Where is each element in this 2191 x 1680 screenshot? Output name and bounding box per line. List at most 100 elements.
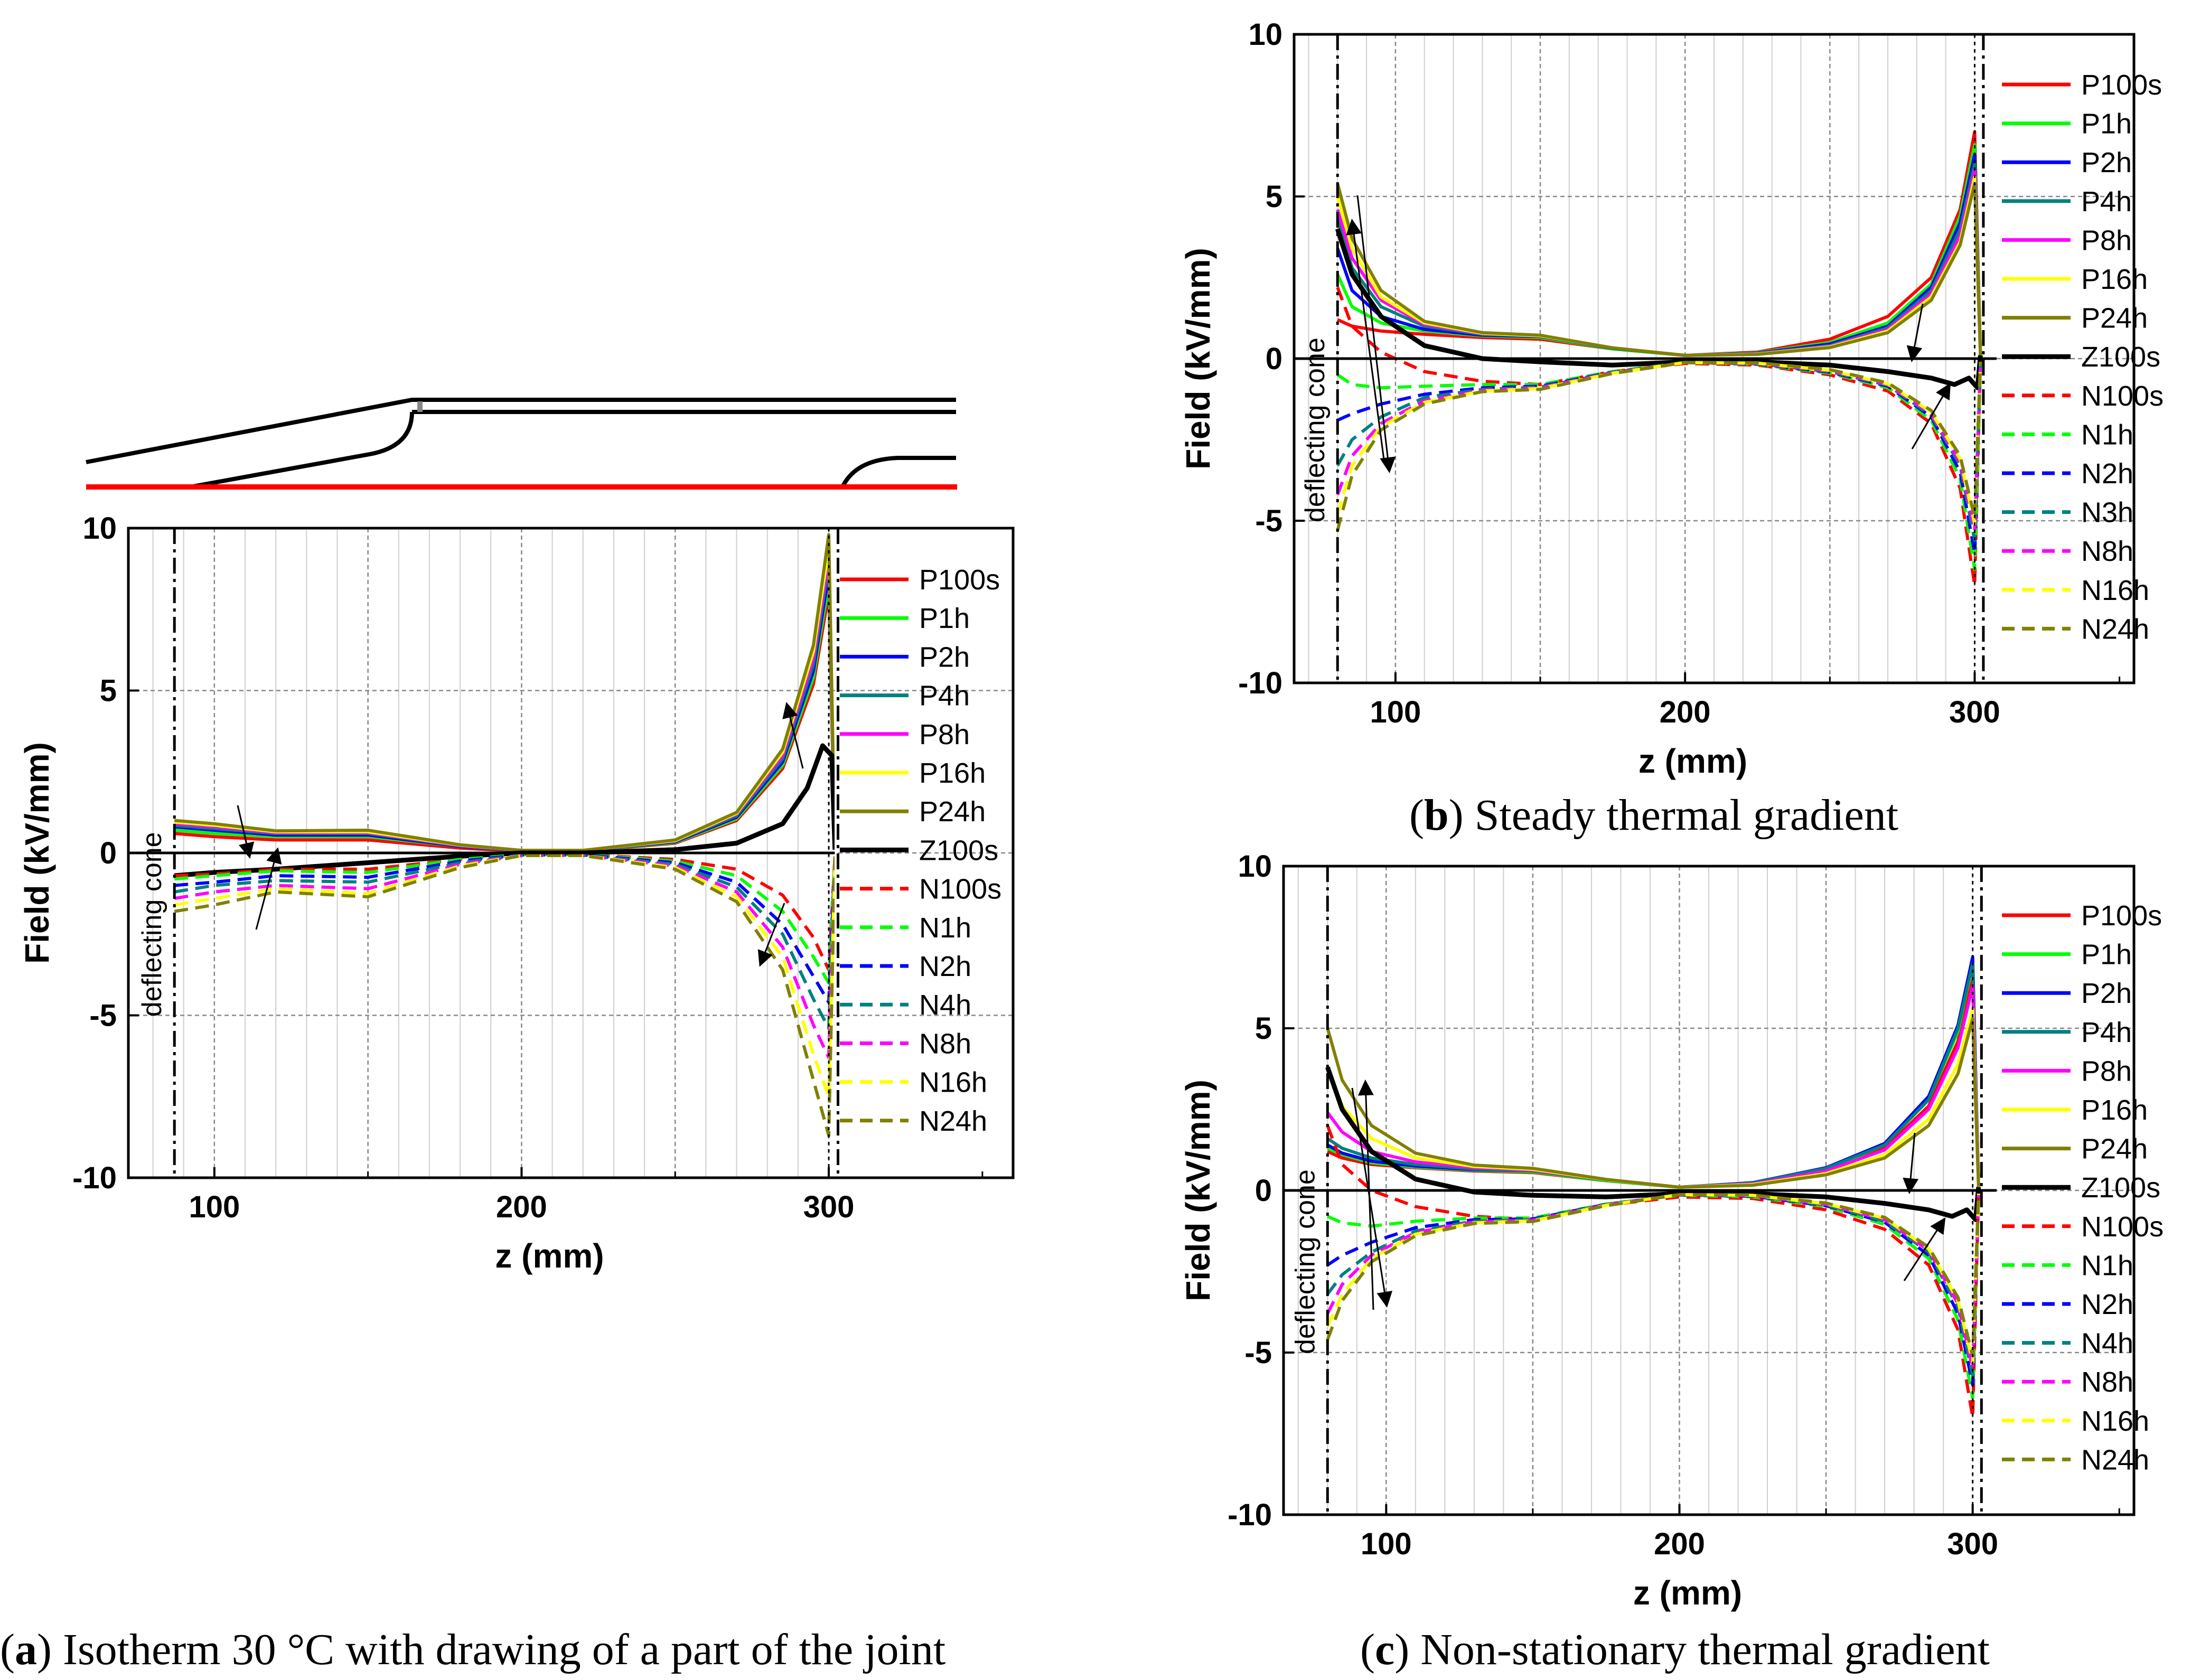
caption-c-letter: c — [1374, 1625, 1395, 1674]
legend-label-p100s: P100s — [919, 564, 1000, 596]
y-tick-label: -10 — [1238, 666, 1282, 700]
chart-panel-c: 100 200 300 -10 -5 0 5 10 z (mm) Field (kV/mm) def… — [1179, 849, 2164, 1612]
x-tick-label: 200 — [1660, 695, 1711, 729]
deflector-profile — [190, 411, 414, 489]
series-line-n2h — [174, 853, 835, 1004]
x-tick-label: 200 — [496, 1190, 547, 1224]
x-tick-label: 300 — [803, 1190, 855, 1224]
legend-label-n2h: N2h — [2081, 458, 2133, 490]
y-tick-label: -10 — [1228, 1498, 1272, 1532]
legend-label-n3h: N3h — [2081, 497, 2133, 529]
caption-a-text: Isotherm 30 °C with drawing of a part of… — [51, 1625, 946, 1674]
series-line-z100s — [1335, 228, 1983, 390]
legend-label-z100s: Z100s — [919, 834, 998, 866]
caption-c: (c) Non-stationary thermal gradient — [1360, 1625, 1990, 1674]
trend-arrow — [782, 702, 804, 769]
series-line-n1h — [174, 853, 835, 984]
y-tick-label: 10 — [1248, 17, 1282, 52]
legend-label-n1h: N1h — [2081, 419, 2133, 450]
y-tick-label: -5 — [1244, 1336, 1272, 1370]
y-axis-label: Field (kV/mm) — [1179, 248, 1217, 470]
series-line-n16h — [1326, 1193, 1980, 1364]
y-tick-label: 10 — [1238, 849, 1272, 884]
x-tick-label: 300 — [1947, 1527, 1998, 1561]
series-line-p8h — [174, 556, 835, 852]
legend-label-n4h: N4h — [919, 989, 971, 1021]
legend-label-z100s: Z100s — [2081, 1172, 2160, 1204]
legend-label-n16h: N16h — [2081, 1405, 2149, 1437]
x-axis-label: z (mm) — [1638, 742, 1747, 780]
legend-label-p16h: P16h — [2081, 264, 2148, 295]
legend-label-n1h: N1h — [2081, 1250, 2133, 1281]
trend-arrow — [1351, 1087, 1393, 1308]
legend-label-n8h: N8h — [2081, 1366, 2133, 1398]
legend-label-p2h: P2h — [919, 641, 970, 673]
legend-label-p1h: P1h — [2081, 939, 2132, 971]
series-line-n1h — [1327, 1194, 1980, 1400]
y-tick-label: -10 — [72, 1161, 117, 1195]
y-tick-label: 0 — [1266, 342, 1282, 376]
trend-arrow — [1911, 382, 1951, 449]
legend-label-p8h: P8h — [919, 719, 970, 750]
series-line-n24h — [1336, 361, 1982, 531]
y-tick-label: 5 — [100, 674, 117, 708]
trend-arrow — [1356, 195, 1396, 473]
trend-arrow — [757, 903, 785, 967]
legend-label-n8h: N8h — [2081, 536, 2133, 567]
series-line-n1h — [1336, 361, 1982, 571]
x-tick-label: 200 — [1654, 1527, 1705, 1561]
legend-label-p24h: P24h — [919, 796, 986, 828]
chart-panel-b: 100 200 300 -10 -5 0 5 10 z (mm) Field (kV/mm) def… — [1179, 17, 2164, 780]
cone-end-profile — [840, 456, 956, 488]
series-line-n8h — [1326, 1193, 1980, 1371]
y-tick-label: 5 — [1266, 180, 1282, 214]
legend-label-p100s: P100s — [2081, 69, 2162, 101]
series-group — [174, 533, 835, 1138]
legend: P100s P1h P2h P4h P8h P16h P24h Z100s N100s N1h N2… — [2002, 900, 2164, 1476]
x-tick-label: 100 — [1361, 1527, 1412, 1561]
legend-label-n100s: N100s — [2081, 1211, 2164, 1243]
legend-label-n16h: N16h — [2081, 575, 2149, 606]
trend-arrow — [1346, 219, 1385, 460]
legend-label-p4h: P4h — [2081, 1017, 2132, 1048]
caption-a: (a) Isotherm 30 °C with drawing of a par… — [0, 1625, 946, 1674]
legend-label-p16h: P16h — [2081, 1094, 2148, 1126]
x-axis-label: z (mm) — [495, 1237, 604, 1275]
y-tick-label: 5 — [1255, 1011, 1272, 1046]
series-line-n100s — [174, 853, 835, 972]
legend-label-p100s: P100s — [2081, 900, 2162, 932]
legend-label-p24h: P24h — [2081, 1133, 2148, 1165]
legend-label-n16h: N16h — [919, 1067, 987, 1099]
y-tick-label: 0 — [1255, 1174, 1272, 1208]
legend-label-p1h: P1h — [2081, 108, 2132, 140]
legend-label-n24h: N24h — [919, 1105, 987, 1137]
x-tick-label: 100 — [1370, 695, 1421, 729]
legend-label-n24h: N24h — [2081, 613, 2149, 645]
legend-label-p16h: P16h — [919, 757, 986, 789]
trend-arrow — [237, 805, 255, 859]
annotation-deflecting-cone: deflecting cone — [1300, 337, 1331, 522]
legend-label-p4h: P4h — [2081, 186, 2132, 218]
legend-label-z100s: Z100s — [2081, 341, 2160, 373]
series-line-p24h — [1326, 1017, 1980, 1189]
legend: P100s P1h P2h P4h P8h P16h P24h Z100s N100s N1h N2… — [840, 564, 1001, 1137]
series-line-n100s — [1326, 1125, 1980, 1419]
caption-a-letter: a — [14, 1625, 37, 1674]
trend-arrow — [1906, 303, 1924, 362]
y-axis-label: Field (kV/mm) — [18, 742, 56, 964]
x-axis-label: z (mm) — [1633, 1574, 1742, 1612]
series-line-p16h — [174, 546, 835, 852]
y-tick-label: -5 — [1255, 504, 1282, 538]
caption-b-text: Steady thermal gradient — [1463, 791, 1899, 840]
legend-label-p8h: P8h — [2081, 1055, 2132, 1087]
joint-outer-line — [86, 398, 956, 464]
series-line-p4h — [174, 562, 835, 852]
y-tick-label: 0 — [100, 836, 117, 870]
trend-arrow — [1903, 1132, 1919, 1194]
legend-label-p4h: P4h — [919, 680, 970, 712]
legend: P100s P1h P2h P4h P8h P16h P24h Z100s N100s N1h N2… — [2002, 69, 2164, 645]
series-line-z100s — [174, 743, 835, 878]
x-tick-label: 100 — [189, 1190, 240, 1224]
legend-label-n100s: N100s — [2081, 380, 2164, 412]
